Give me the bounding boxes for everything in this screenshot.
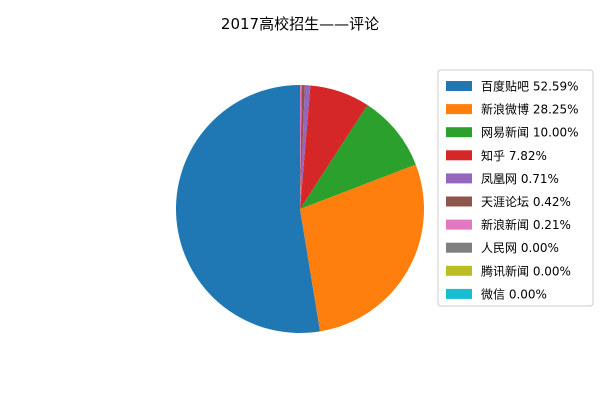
- pie-slice: [300, 84, 302, 209]
- legend-label: 人民网 0.00%: [481, 241, 559, 255]
- pie-slice: [175, 85, 321, 333]
- legend-swatch: [446, 81, 472, 91]
- legend-swatch: [446, 127, 472, 138]
- pie-slice: [300, 164, 425, 332]
- legend-label: 网易新闻 10.00%: [481, 125, 579, 140]
- pie-slices: [175, 84, 425, 333]
- legend-swatch: [446, 196, 472, 207]
- legend-label: 新浪微博 28.25%: [481, 102, 579, 117]
- legend-swatch: [446, 265, 472, 276]
- legend-label: 天涯论坛 0.42%: [481, 195, 571, 209]
- pie-slice: [300, 85, 311, 209]
- legend-label: 微信 0.00%: [481, 287, 547, 301]
- legend: 百度贴吧 52.59% 新浪微博 28.25% 网易新闻 10.00% 知乎 7.82…: [437, 69, 594, 307]
- legend-swatch: [446, 150, 472, 161]
- legend-swatch: [446, 242, 472, 253]
- pie-slice: [300, 104, 416, 209]
- legend-swatch: [446, 104, 472, 115]
- legend-swatch: [446, 173, 472, 184]
- legend-label: 知乎 7.82%: [481, 149, 547, 163]
- legend-label: 腾讯新闻 0.00%: [481, 263, 571, 278]
- legend-swatch: [446, 219, 472, 230]
- legend-label: 百度贴吧 52.59%: [481, 79, 579, 94]
- legend-label: 新浪新闻 0.21%: [481, 217, 571, 232]
- pie-slice: [300, 85, 305, 209]
- chart-title: 2017高校招生——评论: [221, 15, 379, 33]
- legend-swatch: [446, 288, 472, 299]
- legend-label: 凤凰网 0.71%: [481, 172, 559, 186]
- legend-frame: [437, 69, 594, 307]
- pie-slice: [300, 85, 368, 209]
